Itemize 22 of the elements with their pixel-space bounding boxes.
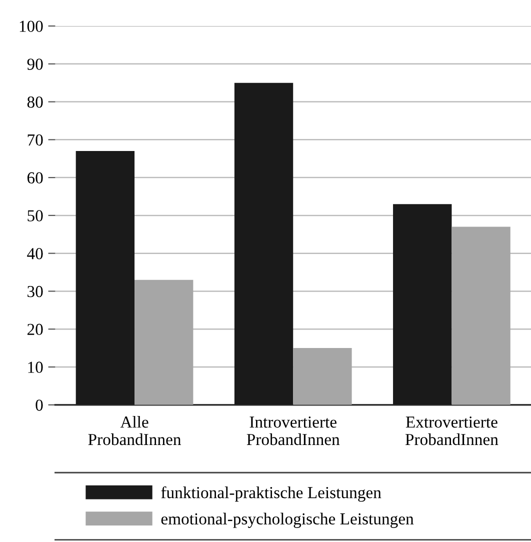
bar [234, 82, 294, 405]
y-tick-label: 90 [27, 58, 43, 70]
y-tick-label: 40 [27, 248, 43, 260]
bar [452, 226, 510, 405]
x-tick-label: Alle ProbandInnen [88, 416, 182, 446]
x-tick-label: Introvertierte ProbandInnen [246, 416, 340, 446]
legend-label: emotional-psychologische Leistungen [161, 512, 414, 528]
y-tick-label: 80 [27, 96, 43, 108]
bar [293, 348, 352, 405]
bar [393, 204, 452, 405]
y-tick-label: 20 [27, 324, 43, 336]
legend-label: funktional-praktische Leistungen [161, 486, 382, 502]
y-tick-label: 60 [27, 172, 43, 184]
bar [134, 280, 194, 405]
x-tick-label: Extrovertierte ProbandInnen [405, 416, 498, 446]
y-tick-label: 100 [20, 20, 43, 32]
y-tick-label: 70 [28, 134, 43, 146]
y-tick-label: 50 [28, 210, 43, 222]
bar [76, 151, 135, 405]
y-tick-label: 10 [28, 362, 43, 373]
y-tick-label: 30 [28, 286, 43, 298]
y-tick-label: 0 [36, 400, 43, 411]
